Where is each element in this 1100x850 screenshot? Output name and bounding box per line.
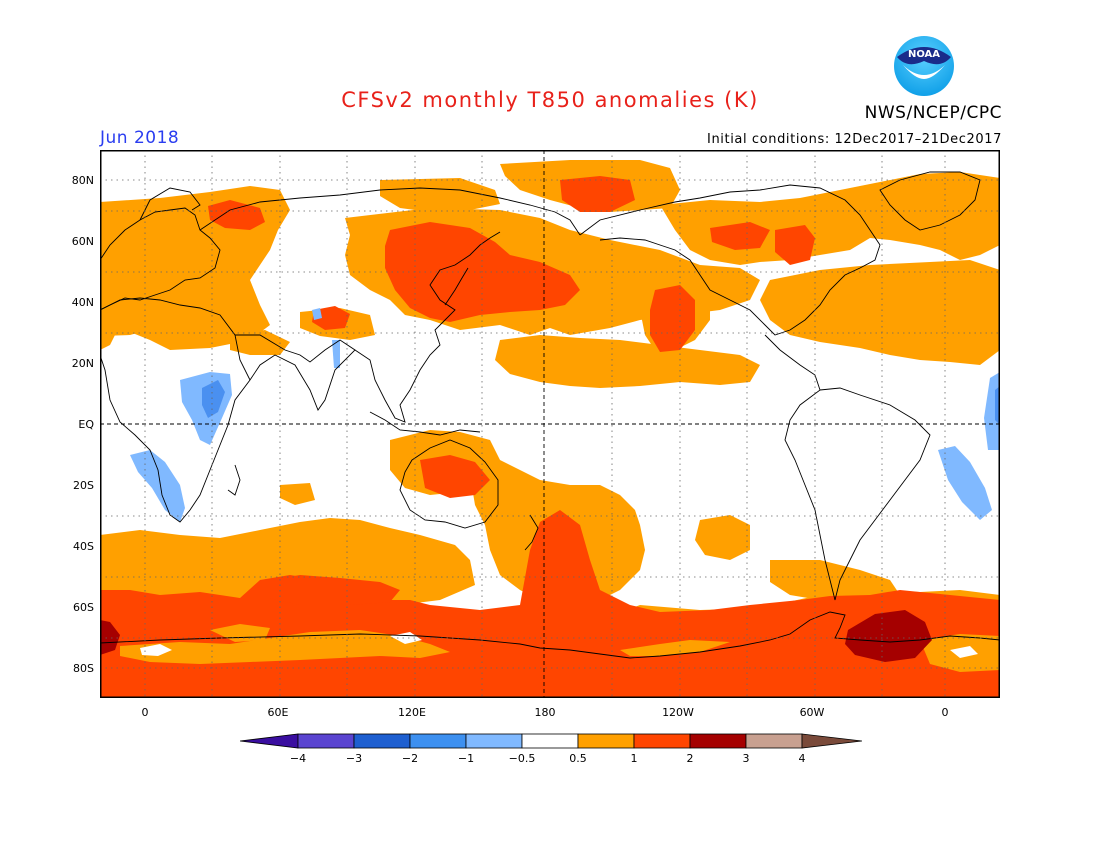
map-frame — [100, 150, 1000, 698]
colorbar-label: 1 — [630, 752, 638, 765]
colorbar-label: 4 — [798, 752, 806, 765]
colorbar-swatch-neutral — [521, 733, 579, 749]
colorbar-label: −2 — [401, 752, 419, 765]
lon-label-0: 0 — [141, 706, 149, 719]
lon-label-0-right: 0 — [941, 706, 949, 719]
lon-label-120w: 120W — [662, 706, 694, 719]
lon-label-120e: 120E — [398, 706, 426, 719]
noaa-logo-text: NOAA — [908, 49, 940, 60]
colorbar-swatch-neg3-neg2 — [353, 733, 411, 749]
lon-label-60e: 60E — [267, 706, 289, 719]
colorbar-swatch-neg4-neg3 — [297, 733, 355, 749]
colorbar-swatch-3-4 — [745, 733, 803, 749]
colorbar-swatch-1-2 — [633, 733, 691, 749]
colorbar-swatch-0.5-1 — [577, 733, 635, 749]
lat-label-60s: 60S — [73, 601, 94, 614]
colorbar-swatch-below-neg4 — [240, 733, 299, 749]
noaa-logo-icon: NOAA — [894, 36, 954, 96]
lat-label-60n: 60N — [71, 235, 94, 248]
lon-label-180: 180 — [534, 706, 556, 719]
lat-label-40s: 40S — [73, 540, 94, 553]
lat-label-20n: 20N — [71, 357, 94, 370]
colorbar-label: 3 — [742, 752, 750, 765]
lat-label-eq: EQ — [78, 418, 94, 431]
reference-lines — [100, 150, 1000, 698]
organization-label: NWS/NCEP/CPC — [864, 103, 1002, 123]
colorbar-swatch-neg2-neg1 — [409, 733, 467, 749]
valid-month-label: Jun 2018 — [100, 128, 180, 148]
coastlines — [100, 171, 1000, 659]
map-title: CFSv2 monthly T850 anomalies (K) — [341, 88, 759, 112]
colorbar-label: −0.5 — [508, 752, 536, 765]
lat-label-20s: 20S — [73, 479, 94, 492]
lat-label-80s: 80S — [73, 662, 94, 675]
colorbar-label: 0.5 — [569, 752, 587, 765]
colorbar-label: −4 — [289, 752, 307, 765]
grid-lines — [100, 150, 1000, 698]
lon-label-60w: 60W — [799, 706, 825, 719]
lat-label-80n: 80N — [71, 174, 94, 187]
anomaly-fill-2-to-3 — [100, 610, 932, 662]
colorbar-swatch-2-3 — [689, 733, 747, 749]
colorbar-label: −3 — [345, 752, 363, 765]
colorbar-label: −1 — [457, 752, 475, 765]
colorbar-swatch-above-4 — [801, 733, 862, 749]
colorbar-label: 2 — [686, 752, 694, 765]
colorbar — [240, 733, 862, 749]
anomaly-map — [100, 150, 1000, 698]
lat-label-40n: 40N — [71, 296, 94, 309]
initial-conditions-label: Initial conditions: 12Dec2017–21Dec2017 — [707, 132, 1002, 147]
colorbar-swatch-neg1-neg0.5 — [465, 733, 523, 749]
